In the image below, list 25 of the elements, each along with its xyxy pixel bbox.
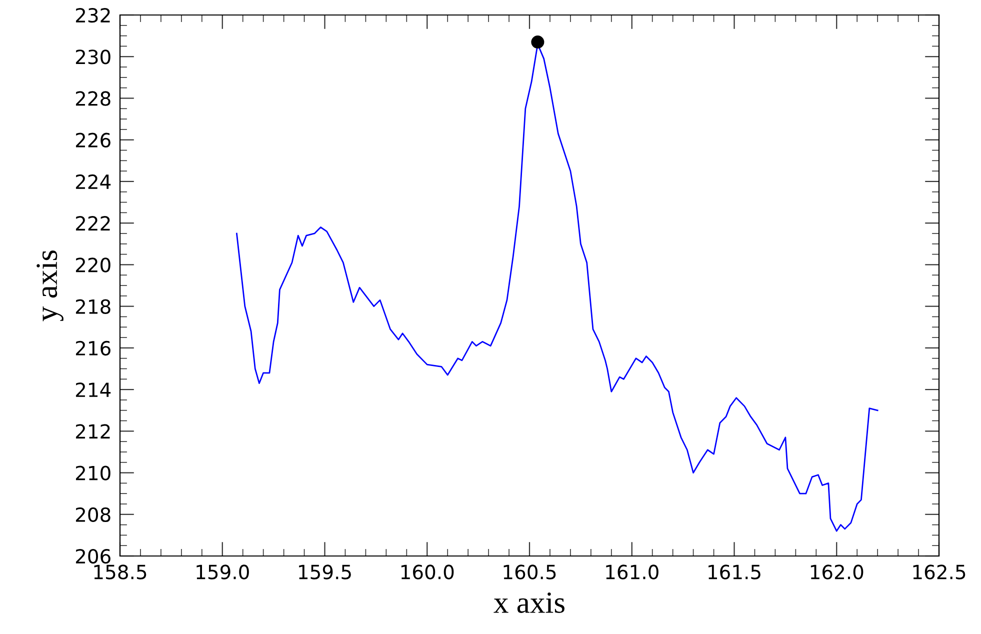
x-tick-label: 161.0 — [606, 564, 658, 580]
y-tick-label: 214 — [76, 382, 111, 397]
x-tick-label: 162.5 — [913, 564, 966, 580]
y-tick-label: 220 — [76, 258, 110, 272]
y-axis-title: y axis — [36, 250, 64, 322]
x-tick-label: 159.0 — [196, 564, 249, 580]
y-tick-label: 226 — [76, 132, 110, 148]
x-tick-label: 158.5 — [94, 564, 146, 580]
y-tick-label: 216 — [76, 340, 110, 356]
y-tick-label: 230 — [76, 50, 110, 64]
y-tick-label: 212 — [76, 424, 110, 439]
y-tick-label: 210 — [76, 466, 110, 480]
y-tick-label: 206 — [76, 548, 110, 564]
x-tick-label: 162.0 — [810, 564, 864, 580]
x-tick-label: 160.5 — [504, 564, 556, 580]
y-tick-label: 208 — [76, 507, 110, 522]
y-tick-label: 218 — [76, 299, 110, 314]
y-tick-label: 224 — [76, 174, 111, 189]
x-tick-label: 159.5 — [299, 564, 351, 580]
x-axis-title: x axis — [494, 592, 564, 613]
x-tick-label: 161.5 — [708, 564, 760, 580]
y-tick-label: 232 — [76, 8, 110, 23]
y-tick-label: 222 — [76, 216, 110, 230]
x-tick-label: 160.0 — [401, 564, 454, 580]
y-tick-label: 228 — [76, 91, 110, 106]
